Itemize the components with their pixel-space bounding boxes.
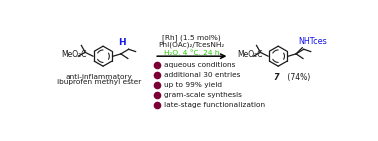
Text: MeO₂C: MeO₂C — [62, 50, 87, 59]
Text: NHTces: NHTces — [298, 37, 327, 46]
Text: H₂O, 4 °C, 24 h: H₂O, 4 °C, 24 h — [164, 49, 220, 56]
Text: aqueous conditions: aqueous conditions — [164, 62, 235, 68]
Text: ibuprofen methyl ester: ibuprofen methyl ester — [57, 79, 141, 85]
Text: late-stage functionalization: late-stage functionalization — [164, 102, 265, 108]
Text: PhI(OAc)₂/TcesNH₂: PhI(OAc)₂/TcesNH₂ — [159, 41, 225, 48]
Text: H: H — [118, 38, 125, 47]
Text: 7: 7 — [274, 73, 279, 82]
Text: anti-inflammatory: anti-inflammatory — [66, 74, 133, 80]
Text: up to 99% yield: up to 99% yield — [164, 82, 222, 88]
Text: (74%): (74%) — [285, 73, 310, 82]
Text: additional 30 entries: additional 30 entries — [164, 72, 240, 78]
Text: MeO₂C: MeO₂C — [237, 50, 262, 59]
Text: [Rh] (1.5 mol%): [Rh] (1.5 mol%) — [163, 34, 221, 41]
Text: gram-scale synthesis: gram-scale synthesis — [164, 92, 242, 98]
